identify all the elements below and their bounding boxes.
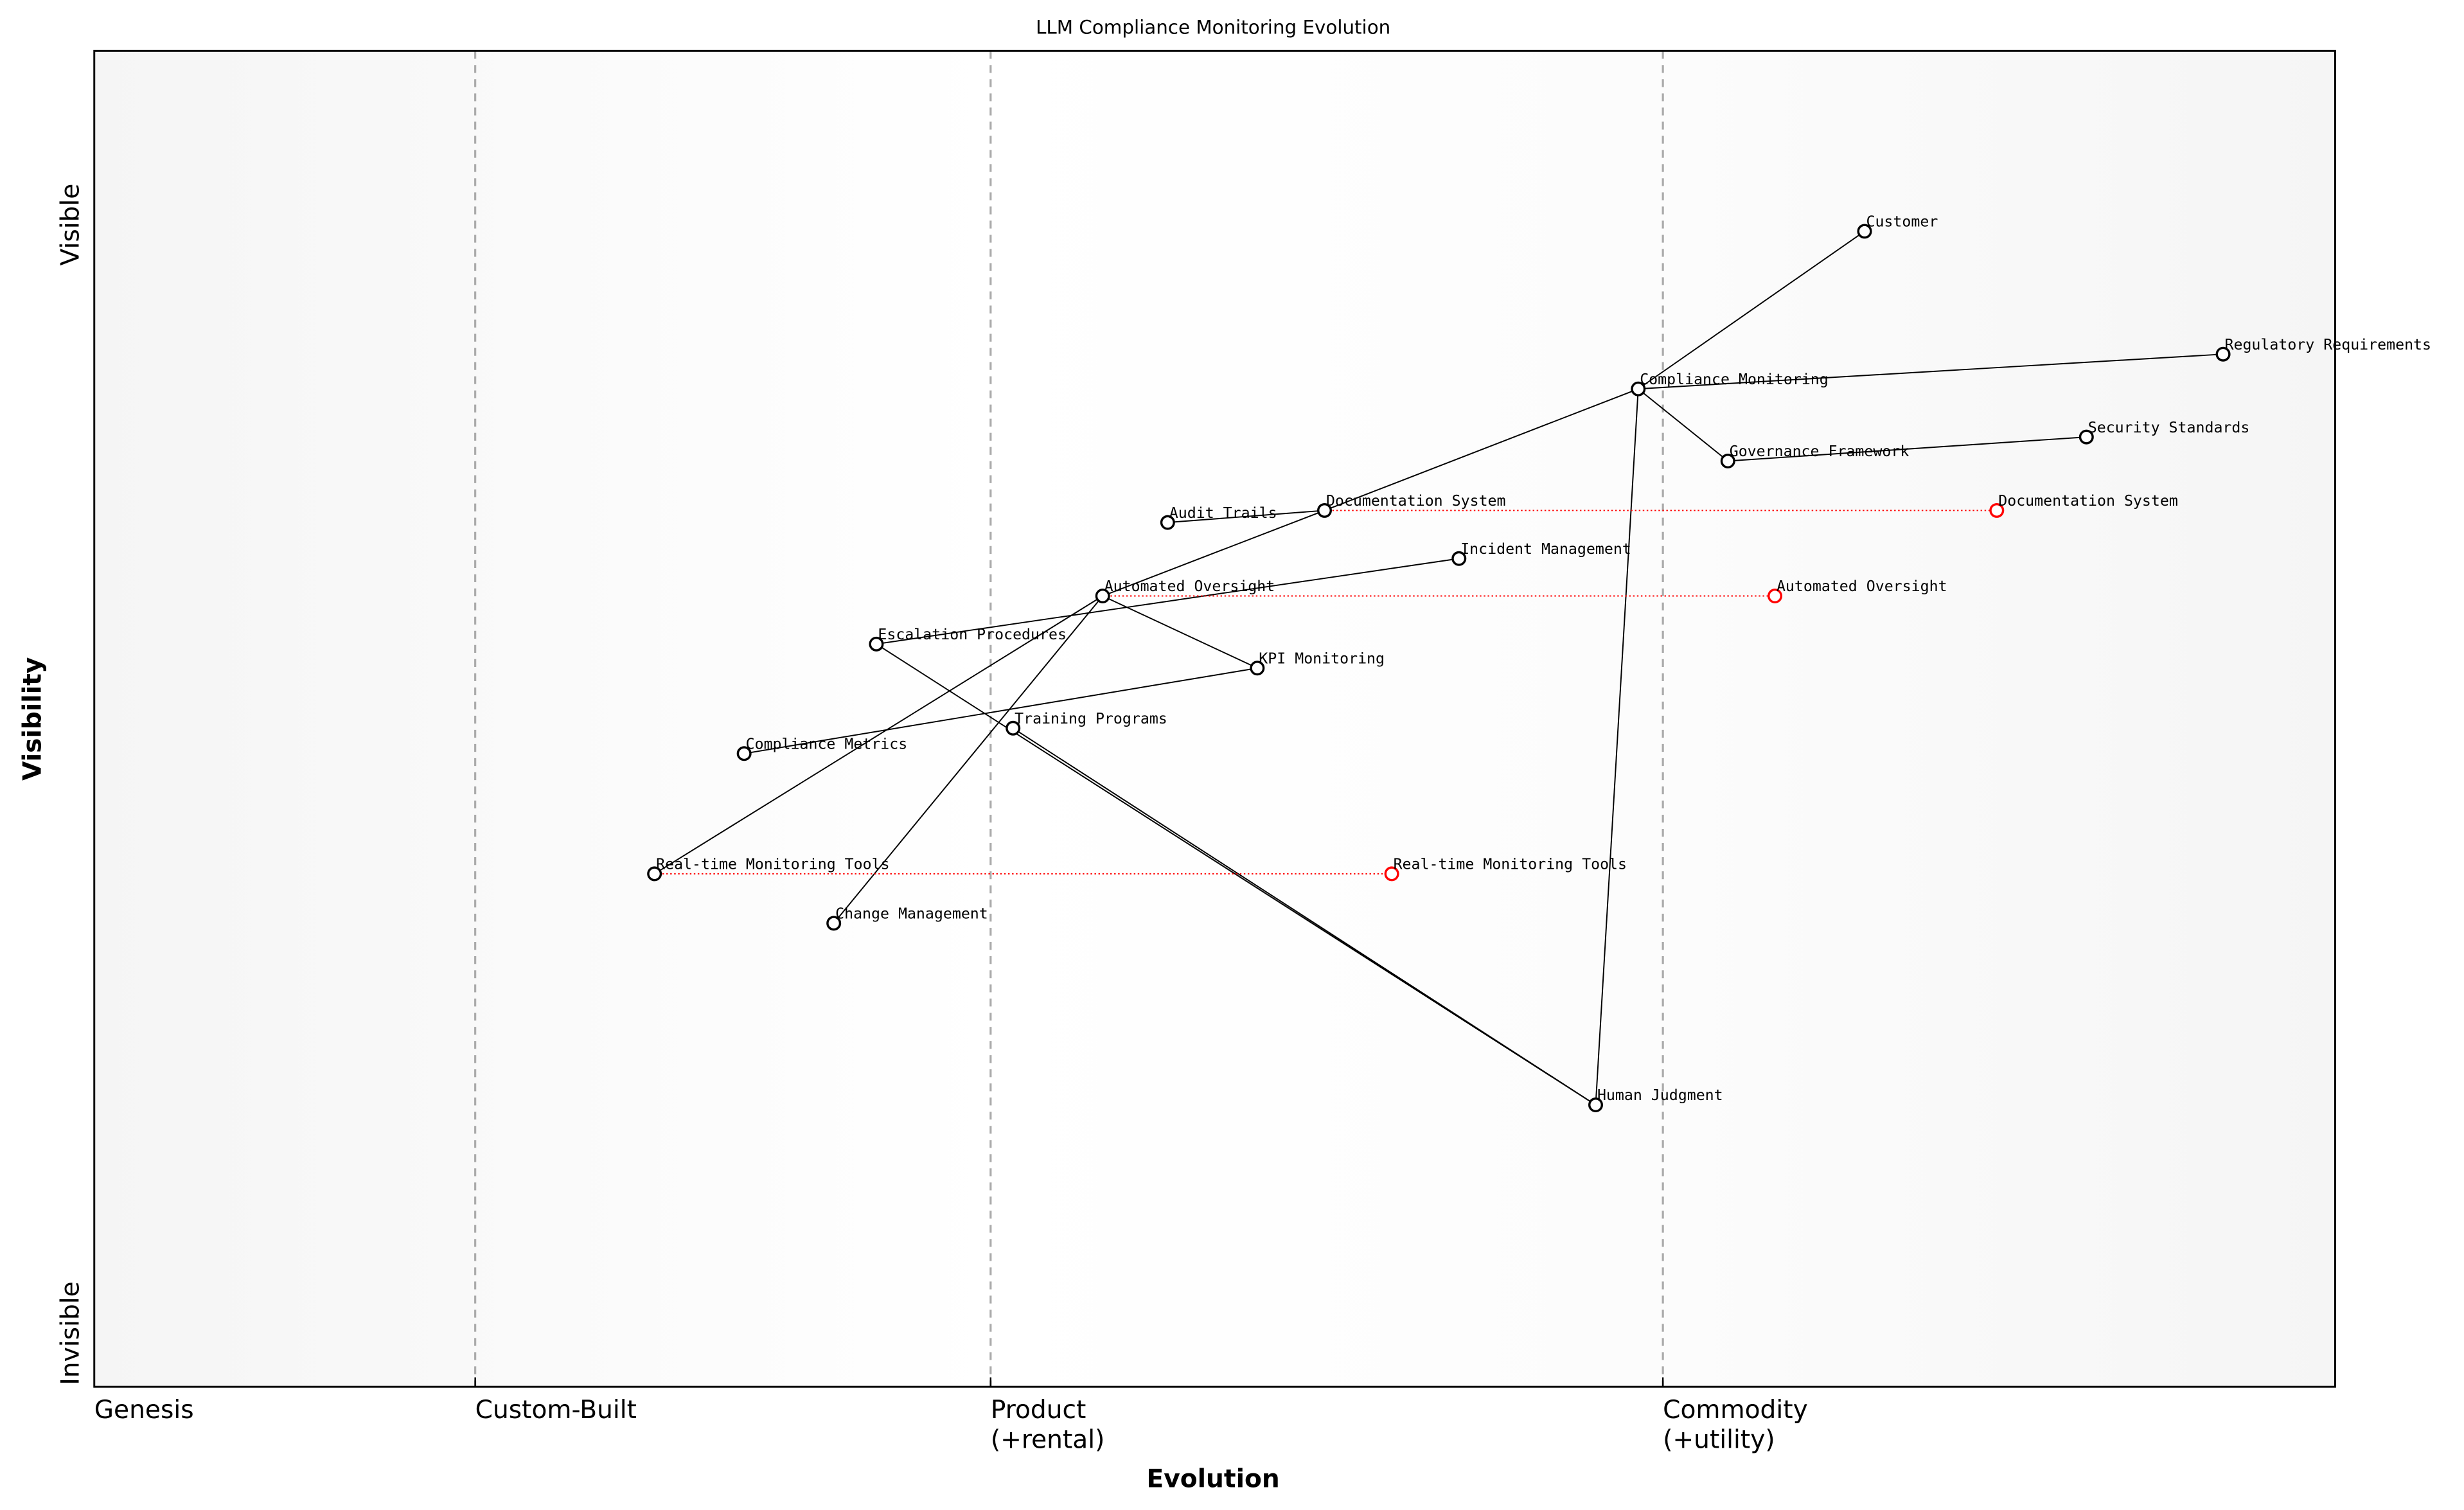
evolved-component-point[interactable] [1768,588,1783,603]
dependency-link [1638,353,2224,390]
dependency-link [1638,231,1865,390]
dependency-link [654,595,1103,875]
component-label: Governance Framework [1730,443,1910,460]
component-point[interactable] [1095,588,1110,603]
component-point[interactable] [1720,454,1735,469]
component-point[interactable] [1857,224,1872,239]
component-point[interactable] [1250,661,1265,676]
y-tick-label: Visible [56,184,85,266]
component-label: Documentation System [1326,492,1506,510]
x-tick-label: (+rental) [991,1426,1105,1455]
x-tick-label: Custom-Built [475,1396,637,1425]
component-label: Incident Management [1460,540,1631,558]
component-label: Escalation Procedures [878,626,1067,643]
evolved-component-point[interactable] [1384,866,1399,882]
component-label: Automated Oversight [1104,578,1275,595]
component-point[interactable] [826,916,842,931]
component-point[interactable] [736,746,752,761]
evolved-component-label: Documentation System [1998,492,2178,510]
x-tick-label: (+utility) [1663,1426,1775,1455]
dependency-link [1595,389,1639,1105]
evolved-component-label: Real-time Monitoring Tools [1394,856,1627,873]
x-tick-label: Commodity [1663,1396,1808,1425]
dependency-link [1728,436,2087,462]
dependency-link [1638,388,1728,462]
component-label: Compliance Metrics [746,735,908,752]
component-point[interactable] [1451,551,1467,566]
component-label: Customer [1866,213,1938,231]
component-point[interactable] [647,866,662,882]
component-label: Regulatory Requirements [2225,336,2432,353]
y-axis-label: Visibility [19,657,48,781]
evolved-component-point[interactable] [1989,502,2005,518]
dependency-link [876,558,1459,645]
component-point[interactable] [1316,502,1332,518]
dependency-link [1102,510,1325,597]
component-label: Audit Trails [1169,504,1277,522]
x-axis-label: Evolution [1147,1465,1280,1494]
x-tick-label: Genesis [94,1396,194,1425]
x-tick-label: Product [991,1396,1086,1425]
chart-title: LLM Compliance Monitoring Evolution [1036,16,1390,38]
dependency-link [1102,595,1258,669]
dependency-link [744,667,1258,754]
component-label: Compliance Monitoring [1640,371,1829,388]
component-point[interactable] [869,636,884,652]
y-tick-label: Invisible [56,1281,85,1385]
plot-area [94,51,2335,1387]
component-label: Human Judgment [1597,1087,1723,1104]
plot-frame [93,49,2336,1388]
component-point[interactable] [2215,346,2231,362]
component-point[interactable] [1631,381,1646,396]
component-point[interactable] [1160,515,1175,530]
component-label: Training Programs [1015,710,1167,727]
component-point[interactable] [1006,720,1021,736]
dependency-link [1167,510,1325,524]
component-label: KPI Monitoring [1259,650,1385,667]
component-label: Real-time Monitoring Tools [656,856,889,873]
evolved-component-label: Automated Oversight [1777,578,1947,595]
dependency-link [833,595,1103,924]
dependency-link [1324,388,1639,511]
dependency-link [1013,727,1597,1106]
component-point[interactable] [1588,1097,1604,1113]
component-label: Change Management [835,905,988,922]
component-point[interactable] [2078,429,2094,445]
component-label: Security Standards [2088,419,2250,436]
